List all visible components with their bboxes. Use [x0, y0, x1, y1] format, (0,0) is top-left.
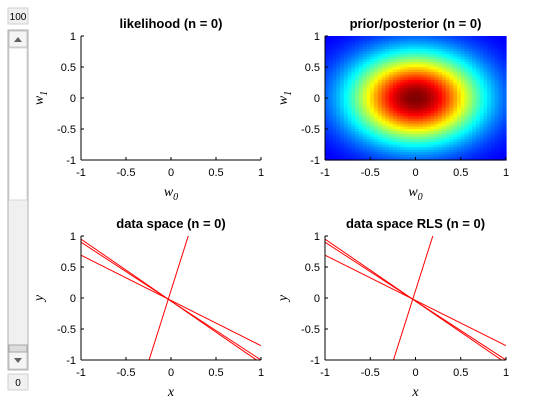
y-axis-label: w1 [276, 91, 294, 105]
x-tick-label: 0.5 [453, 167, 468, 179]
y-tick-label: 1 [70, 31, 76, 43]
x-tick-label: -1 [320, 167, 330, 179]
chart-title: data space (n = 0) [116, 216, 225, 231]
x-tick-label: -0.5 [361, 367, 380, 379]
x-tick-label: 0 [412, 167, 418, 179]
y-tick-label: 1 [70, 231, 76, 243]
x-tick-label: -0.5 [361, 167, 380, 179]
y-tick-label: -0.5 [301, 324, 320, 336]
posterior-heatmap [325, 36, 507, 161]
y-axis-label: y [276, 294, 291, 303]
x-tick-label: 1 [258, 367, 264, 379]
x-tick-label: 0 [412, 367, 418, 379]
posterior-axes: -1 -0.5 0 0.5 1 -1 -0.5 0 0.5 1 prior/posterior (n… [276, 16, 509, 203]
x-tick-label: -0.5 [117, 167, 136, 179]
y-tick-label: -1 [66, 155, 76, 167]
y-tick-label: 0 [314, 293, 320, 305]
plot-area [81, 36, 261, 160]
x-tick-label: 0 [168, 367, 174, 379]
sample-slider[interactable]: 100 0 [8, 8, 28, 390]
likelihood-axes: -1 -0.5 0 0.5 1 -1 -0.5 0 0.5 1 likelihood (n = 0)… [32, 16, 264, 203]
slider-thumb[interactable] [9, 345, 27, 352]
x-tick-label: 1 [503, 367, 509, 379]
y-tick-label: 0.5 [305, 262, 320, 274]
x-tick-label: 1 [258, 167, 264, 179]
slider-upper-region[interactable] [9, 48, 27, 200]
slider-max-label: 100 [10, 12, 27, 23]
slider-min-label: 0 [15, 378, 21, 389]
y-axis-label: y [32, 294, 47, 303]
y-tick-label: -1 [310, 155, 320, 167]
x-tick-label: 0 [168, 167, 174, 179]
y-tick-label: -1 [66, 355, 76, 367]
y-tick-label: 1 [314, 231, 320, 243]
y-axis-label: w1 [32, 91, 50, 105]
x-tick-label: -0.5 [117, 367, 136, 379]
y-tick-label: -0.5 [57, 124, 76, 136]
y-tick-label: -0.5 [57, 324, 76, 336]
x-axis-label: x [411, 385, 419, 400]
x-tick-label: 0.5 [208, 167, 223, 179]
y-tick-label: 0 [70, 293, 76, 305]
y-tick-label: 0.5 [305, 62, 320, 74]
y-tick-label: -0.5 [301, 124, 320, 136]
x-tick-label: -1 [76, 167, 86, 179]
chart-title: prior/posterior (n = 0) [350, 16, 482, 31]
x-tick-label: 0.5 [453, 367, 468, 379]
chart-title: data space RLS (n = 0) [346, 216, 485, 231]
y-tick-label: -1 [310, 355, 320, 367]
y-tick-label: 1 [314, 31, 320, 43]
x-axis-label: x [167, 385, 175, 400]
y-tick-label: 0.5 [61, 262, 76, 274]
y-tick-label: 0.5 [61, 62, 76, 74]
chart-title: likelihood (n = 0) [120, 16, 223, 31]
plot-area [325, 236, 506, 360]
y-tick-label: 0 [314, 93, 320, 105]
x-tick-label: -1 [320, 367, 330, 379]
x-tick-label: 0.5 [208, 367, 223, 379]
y-tick-label: 0 [70, 93, 76, 105]
x-axis-label: w0 [164, 185, 178, 203]
x-axis-label: w0 [408, 185, 422, 203]
plot-area [81, 236, 261, 360]
x-tick-label: 1 [503, 167, 509, 179]
x-tick-label: -1 [76, 367, 86, 379]
